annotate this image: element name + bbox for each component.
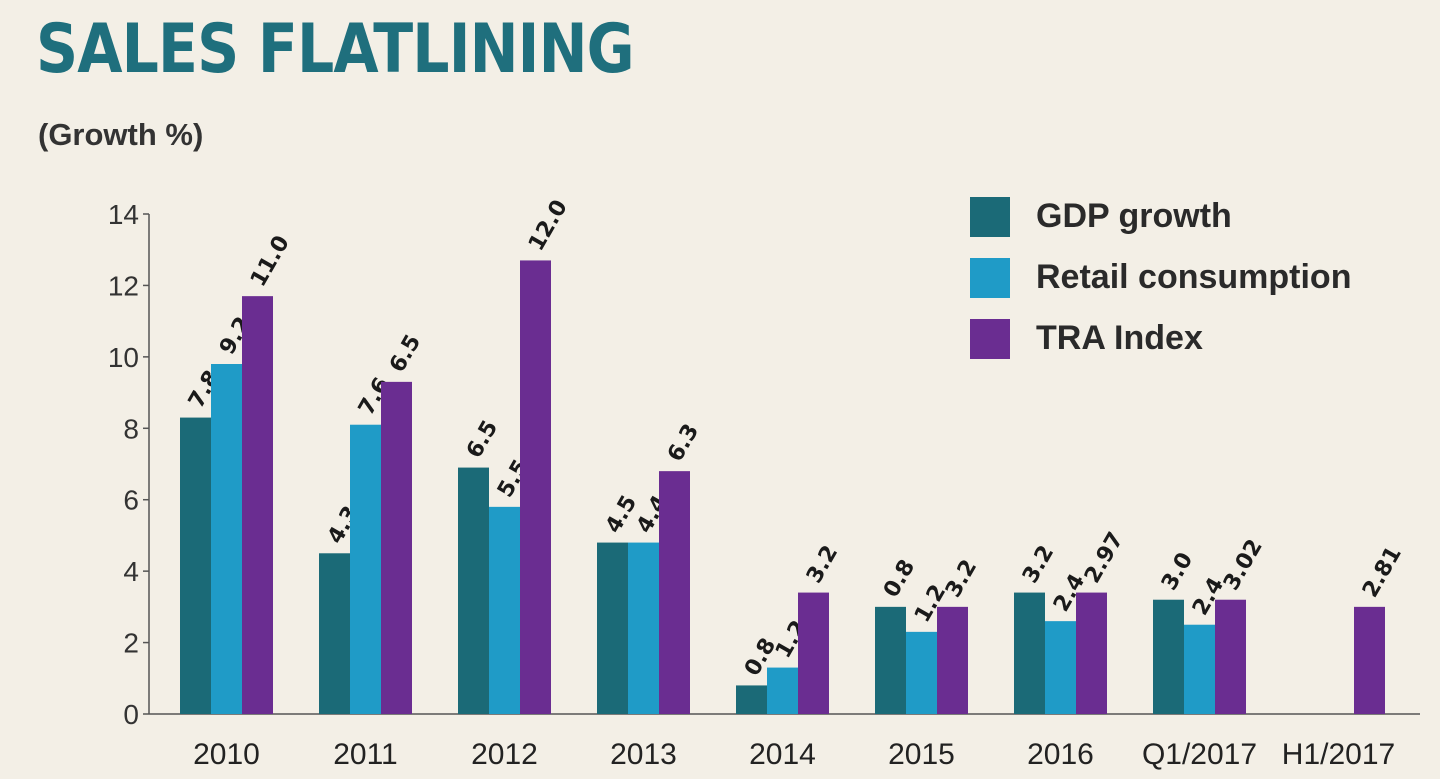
bar xyxy=(1045,621,1076,714)
bar xyxy=(1215,599,1246,714)
data-label: 12.0 xyxy=(524,196,573,256)
bar xyxy=(319,553,350,714)
bar xyxy=(350,424,381,714)
legend-label-retail-consumption: Retail consumption xyxy=(1036,258,1352,296)
legend-label-gdp-growth: GDP growth xyxy=(1036,197,1232,235)
bar xyxy=(180,417,211,714)
y-tick-label: 12 xyxy=(108,270,139,301)
data-label: 0.8 xyxy=(879,556,920,602)
bar xyxy=(659,471,690,714)
y-tick-label: 14 xyxy=(108,199,139,230)
x-tick-label: 2013 xyxy=(610,738,677,771)
bar xyxy=(597,542,628,714)
bar xyxy=(1153,599,1184,714)
data-label: 6.5 xyxy=(385,331,426,377)
data-label: 2.97 xyxy=(1080,528,1129,588)
bar xyxy=(798,592,829,714)
data-label: 6.3 xyxy=(663,420,704,466)
y-tick-label: 10 xyxy=(108,342,139,373)
legend-label-tra-index: TRA Index xyxy=(1036,319,1203,357)
bar xyxy=(1184,624,1215,714)
x-tick-label: 2015 xyxy=(888,738,955,771)
chart-title: SALES FLATLINING xyxy=(36,10,635,89)
x-tick-label: 2012 xyxy=(471,738,538,771)
bar xyxy=(458,467,489,714)
bar xyxy=(211,364,242,714)
data-label: 2.81 xyxy=(1358,542,1407,602)
x-tick-label: 2016 xyxy=(1027,738,1094,771)
data-label: 3.2 xyxy=(1018,541,1059,587)
x-tick-label: 2010 xyxy=(193,738,260,771)
bar xyxy=(1354,606,1385,714)
x-tick-label: 2014 xyxy=(749,738,816,771)
bar xyxy=(906,631,937,714)
y-tick-label: 0 xyxy=(123,699,139,730)
y-tick-label: 2 xyxy=(123,628,139,659)
data-label: 4.5 xyxy=(601,491,642,537)
data-label: 6.5 xyxy=(462,416,503,462)
data-label: 3.0 xyxy=(1157,548,1198,594)
legend-swatch-tra-index xyxy=(970,318,1010,359)
bar xyxy=(520,260,551,714)
legend-swatch-retail-consumption xyxy=(970,257,1010,298)
data-label: 3.02 xyxy=(1219,535,1268,595)
data-label: 3.2 xyxy=(802,541,843,587)
legend-item-tra-index: TRA Index xyxy=(970,318,1351,359)
bar xyxy=(736,685,767,714)
legend-item-gdp-growth: GDP growth xyxy=(970,196,1351,237)
data-label: 11.0 xyxy=(246,232,295,292)
bar xyxy=(628,542,659,714)
x-tick-label: 2011 xyxy=(333,738,398,771)
bar xyxy=(767,667,798,714)
bar xyxy=(489,506,520,714)
bar xyxy=(242,296,273,714)
legend-swatch-gdp-growth xyxy=(970,196,1010,237)
y-tick-label: 6 xyxy=(123,485,139,516)
chart-subtitle: (Growth %) xyxy=(38,117,204,152)
bar xyxy=(1014,592,1045,714)
y-tick-label: 4 xyxy=(123,556,139,587)
x-tick-label: Q1/2017 xyxy=(1142,738,1257,771)
bar xyxy=(937,606,968,714)
legend-item-retail-consumption: Retail consumption xyxy=(970,257,1351,298)
y-tick-label: 8 xyxy=(123,413,139,444)
bar xyxy=(1076,592,1107,714)
bar xyxy=(381,381,412,714)
bar xyxy=(875,606,906,714)
x-tick-label: H1/2017 xyxy=(1282,738,1395,771)
chart-legend: GDP growth Retail consumption TRA Index xyxy=(970,196,1351,379)
